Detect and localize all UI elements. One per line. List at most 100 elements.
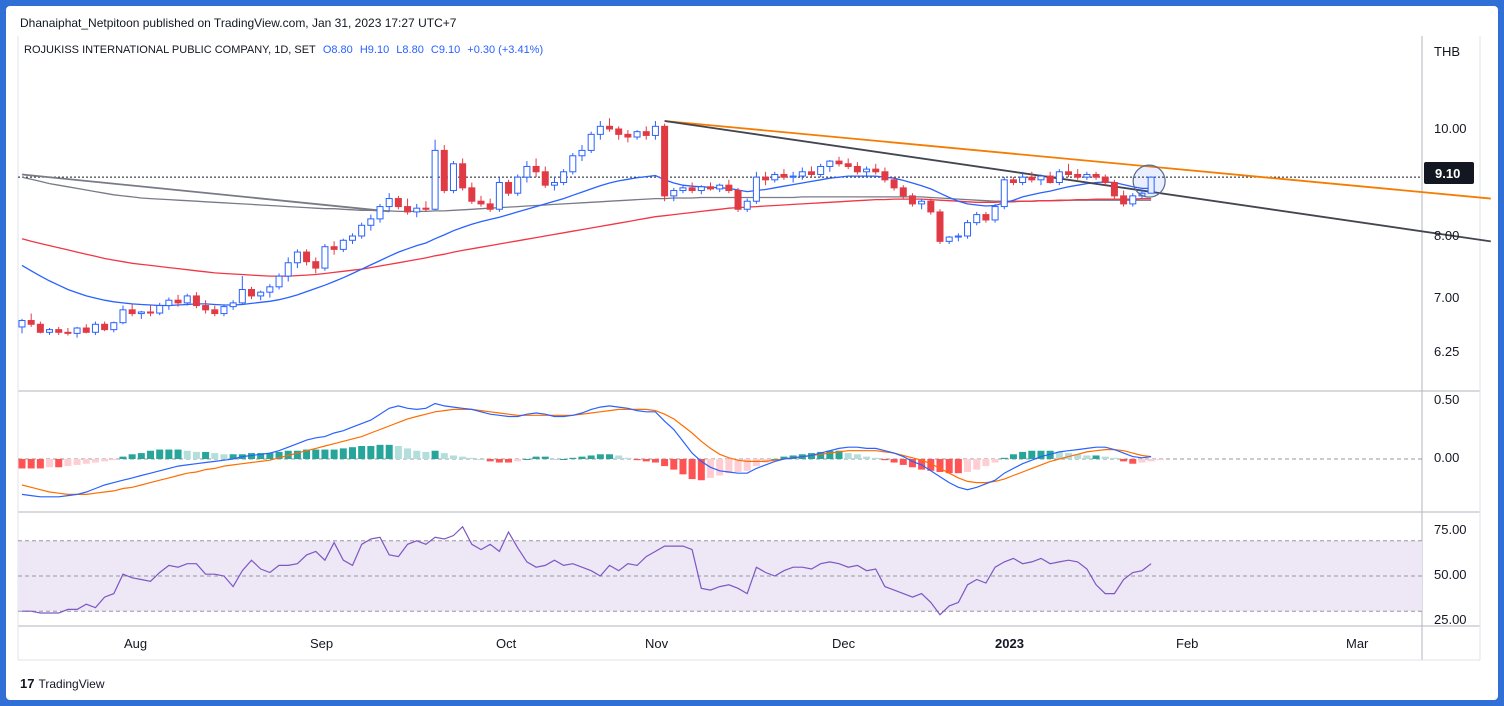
candle-body xyxy=(1129,195,1137,205)
symbol-info-line: ROJUKISS INTERNATIONAL PUBLIC COMPANY, 1… xyxy=(24,44,547,56)
ohlc-change: +0.30 (+3.41%) xyxy=(467,44,544,56)
candle-body xyxy=(587,133,595,151)
candle-body xyxy=(229,302,237,308)
macd-histogram-bar xyxy=(908,459,916,468)
price-tick-10: 10.00 xyxy=(1434,121,1467,136)
macd-histogram-bar xyxy=(1110,457,1118,459)
macd-histogram-bar xyxy=(679,459,687,475)
candle-body xyxy=(165,299,173,307)
candle-body xyxy=(743,200,751,210)
candle-body xyxy=(716,184,724,190)
candle-body xyxy=(385,198,393,208)
candle-body xyxy=(119,309,127,324)
macd-histogram-bar xyxy=(156,449,164,459)
rsi-tick-25: 25.00 xyxy=(1434,612,1467,627)
macd-histogram-bar xyxy=(725,459,733,474)
macd-histogram-bar xyxy=(954,459,962,474)
macd-histogram-bar xyxy=(1147,459,1155,462)
candle-body xyxy=(789,175,797,178)
macd-histogram-bar xyxy=(872,457,880,459)
candle-body xyxy=(982,214,990,221)
macd-histogram-bar xyxy=(1000,457,1008,459)
dark-trendline xyxy=(664,120,1491,243)
candle-body xyxy=(339,239,347,250)
candle-body xyxy=(863,168,871,173)
macd-histogram-bar xyxy=(523,459,531,460)
symbol-name[interactable]: ROJUKISS INTERNATIONAL PUBLIC COMPANY, 1… xyxy=(24,44,316,56)
macd-histogram-bar xyxy=(505,459,513,463)
macd-histogram-bar xyxy=(532,456,540,459)
macd-histogram-bar xyxy=(119,456,127,459)
macd-tick-050: 0.50 xyxy=(1434,392,1459,407)
candle-body xyxy=(413,207,421,213)
macd-histogram-bar xyxy=(64,459,72,467)
macd-histogram-bar xyxy=(780,456,788,459)
candle-body xyxy=(688,187,696,192)
candle-body xyxy=(275,275,283,288)
candle-body xyxy=(1074,173,1082,178)
macd-histogram-bar xyxy=(358,446,366,459)
macd-histogram-bar xyxy=(890,459,898,463)
macd-histogram-bar xyxy=(688,459,696,480)
candle-body xyxy=(918,200,926,205)
candle-body xyxy=(1055,171,1063,184)
macd-histogram-bar xyxy=(18,459,26,469)
candle-body xyxy=(624,133,632,138)
candle-body xyxy=(18,320,26,328)
price-pane xyxy=(18,118,1491,338)
candle-body xyxy=(1000,179,1008,208)
publication-title: Dhanaiphat_Netpitoon published on Tradin… xyxy=(20,16,457,30)
candle-body xyxy=(1019,176,1027,183)
macd-histogram-bar xyxy=(1156,459,1164,461)
macd-histogram-bar xyxy=(991,459,999,463)
macd-histogram-bar xyxy=(606,454,614,459)
candle-body xyxy=(128,309,136,315)
macd-histogram-bar xyxy=(137,453,145,459)
candle-body xyxy=(1037,175,1045,181)
candle-body xyxy=(431,149,439,210)
ema-mid-line xyxy=(21,197,1152,277)
macd-histogram-bar xyxy=(284,450,292,459)
candle-body xyxy=(817,165,825,175)
candle-body xyxy=(1110,182,1118,197)
macd-histogram-bar xyxy=(615,455,623,459)
macd-histogram-bar xyxy=(174,449,182,459)
time-tick-aug: Aug xyxy=(124,636,147,651)
candle-body xyxy=(707,186,714,190)
macd-histogram-bar xyxy=(468,457,476,459)
macd-pane xyxy=(18,402,1164,498)
macd-histogram-bar xyxy=(293,450,301,459)
ema-slow-line xyxy=(21,176,1152,213)
macd-histogram-bar xyxy=(670,459,678,470)
candle-body xyxy=(1147,176,1155,194)
footer-brand[interactable]: 17 TradingView xyxy=(20,676,105,691)
macd-histogram-bar xyxy=(367,446,375,459)
candle-body xyxy=(137,311,145,315)
macd-signal-line xyxy=(21,408,1152,495)
macd-histogram-bar xyxy=(550,459,558,460)
candle-body xyxy=(82,327,90,333)
last-price-tag-text: 9.10 xyxy=(1435,166,1460,181)
candle-body xyxy=(55,329,63,333)
macd-histogram-bar xyxy=(569,457,577,459)
candle-body xyxy=(486,203,494,210)
macd-histogram-bar xyxy=(633,459,641,461)
candle-body xyxy=(578,149,586,157)
candle-body xyxy=(27,320,35,325)
candle-body xyxy=(1092,173,1100,178)
macd-histogram-bar xyxy=(734,459,742,472)
rsi-pane xyxy=(22,525,1152,616)
macd-histogram-bar xyxy=(73,459,81,465)
ohlc-close: C9.10 xyxy=(430,44,461,56)
candle-body xyxy=(927,200,935,213)
macd-histogram-bar xyxy=(394,446,402,459)
price-tick-625: 6.25 xyxy=(1434,344,1459,359)
macd-histogram-bar xyxy=(697,459,705,481)
macd-histogram-bar xyxy=(192,451,200,459)
candle-body xyxy=(284,262,292,277)
macd-histogram-bar xyxy=(982,459,990,467)
macd-histogram-bar xyxy=(312,449,320,459)
candle-body xyxy=(835,160,843,165)
macd-histogram-bar xyxy=(257,453,265,459)
